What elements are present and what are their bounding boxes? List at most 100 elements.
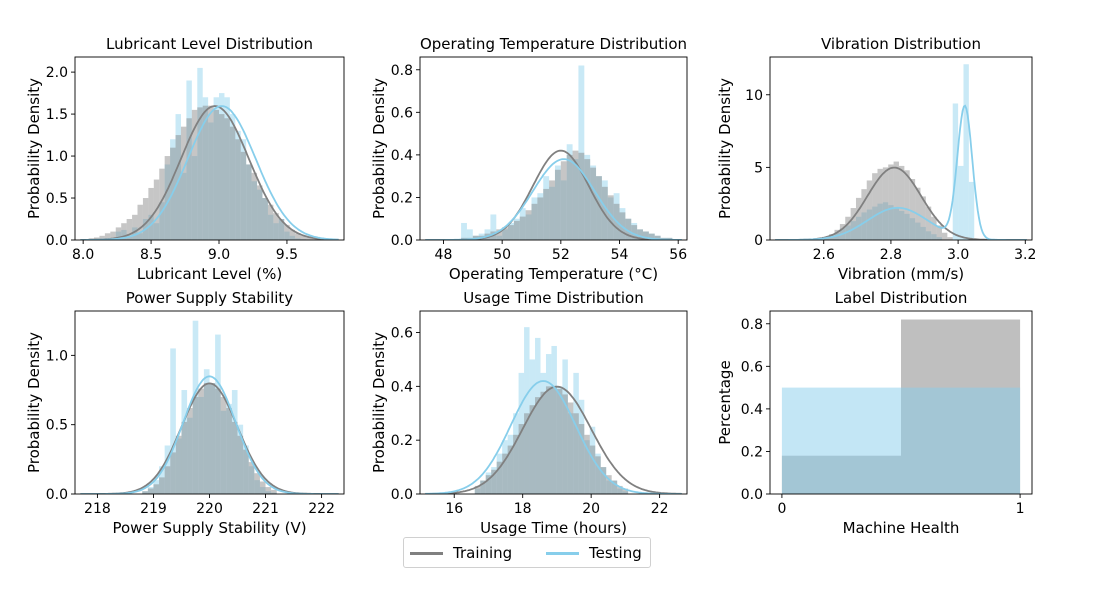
testing-bar (524, 327, 530, 494)
plot-area (80, 320, 339, 494)
training-bar (226, 408, 232, 494)
testing-bar (132, 227, 138, 240)
training-bar (147, 488, 154, 494)
testing-bar (909, 218, 916, 240)
chart-panel-1: 8.0 8.5 9.0 9.5 0.0 0.5 1.0 1.5 2.0 Lubricant Lev… (25, 35, 345, 283)
x-tick-label: 8.5 (140, 247, 162, 263)
testing-bar (654, 235, 661, 240)
testing-bar (584, 440, 590, 494)
training-bar (121, 223, 127, 240)
x-axis-label: Power Supply Stability (V) (112, 519, 306, 537)
testing-bar (159, 466, 165, 494)
testing-bar (781, 387, 901, 494)
training-bar (617, 485, 623, 494)
legend-label-testing: Testing (589, 544, 642, 562)
training-bar (180, 126, 187, 240)
testing-bar (219, 93, 225, 240)
testing-bar (254, 480, 260, 494)
training-bar (94, 237, 100, 240)
training-bar (622, 488, 629, 494)
y-tick-label: 0.4 (741, 402, 763, 418)
testing-bar (925, 231, 932, 240)
testing-bar (573, 372, 579, 494)
training-bar (491, 469, 497, 494)
testing-bar (153, 223, 160, 240)
testing-bar (502, 440, 508, 494)
y-tick-label: 0.0 (741, 487, 763, 503)
testing-bar (246, 164, 252, 240)
testing-bar (648, 233, 655, 240)
testing-bar (600, 467, 607, 494)
testing-bar (191, 156, 198, 240)
testing-bar (622, 491, 629, 494)
legend-item-testing: Testing (546, 544, 642, 562)
training-bar (215, 388, 221, 494)
training-bar (257, 185, 263, 240)
training-bar (220, 396, 227, 494)
x-tick-label: 48 (435, 247, 453, 263)
y-axis-label: Percentage (716, 360, 734, 444)
testing-bar (936, 237, 942, 240)
y-tick-label: 0.6 (741, 359, 763, 375)
testing-bar (224, 97, 230, 240)
plot-area (775, 64, 1027, 240)
testing-bar (115, 231, 122, 240)
testing-bar (888, 205, 894, 240)
training-bar (584, 434, 590, 494)
training-bar (904, 170, 910, 240)
training-bar (648, 233, 655, 240)
y-tick-label: 0.2 (391, 433, 413, 449)
training-bar (519, 216, 526, 240)
training-bar (909, 179, 916, 240)
testing-bar (519, 208, 526, 240)
testing-bar (513, 413, 519, 494)
testing-bar (625, 218, 632, 240)
y-axis-label: Probability Density (25, 332, 43, 473)
training-bar (518, 424, 525, 494)
training-bar (175, 435, 182, 494)
legend-label-training: Training (453, 544, 513, 562)
testing-bar (508, 222, 514, 240)
y-tick-label: 0.8 (741, 317, 763, 333)
training-bar (513, 434, 519, 494)
training-bar (882, 167, 889, 240)
testing-bar (529, 359, 536, 494)
testing-bar (872, 206, 878, 240)
testing-bar (181, 390, 188, 494)
testing-bar (175, 438, 182, 494)
testing-bar (295, 238, 301, 240)
training-bar (110, 231, 116, 240)
testing-bar (474, 488, 481, 494)
y-tick-label: 2.0 (46, 65, 68, 81)
training-bar (267, 204, 274, 240)
training-bar (231, 421, 238, 494)
testing-bar (850, 221, 856, 240)
testing-bar (220, 410, 227, 494)
testing-bar (877, 203, 883, 240)
x-tick-label: 222 (308, 501, 335, 517)
training-bar (142, 198, 149, 240)
testing-bar (271, 492, 277, 494)
training-bar (551, 386, 557, 494)
y-tick-label: 0.6 (391, 105, 413, 121)
y-tick-label: 0.0 (46, 233, 68, 249)
testing-bar (226, 403, 232, 494)
training-bar (132, 214, 138, 240)
training-bar (271, 489, 277, 494)
training-bar (545, 386, 552, 494)
testing-bar (153, 480, 160, 494)
testing-bar (893, 208, 899, 240)
training-bar (540, 391, 546, 494)
testing-bar (525, 214, 532, 240)
chart-title: Power Supply Stability (126, 289, 294, 307)
training-bar (513, 220, 520, 240)
training-bar (153, 484, 160, 494)
training-bar (543, 188, 550, 240)
testing-bar (284, 231, 290, 240)
testing-kde-line (425, 158, 682, 240)
training-bar (192, 396, 199, 494)
training-bar (507, 445, 514, 494)
testing-bar (613, 193, 620, 240)
testing-bar (466, 229, 473, 240)
testing-bar (121, 229, 127, 240)
